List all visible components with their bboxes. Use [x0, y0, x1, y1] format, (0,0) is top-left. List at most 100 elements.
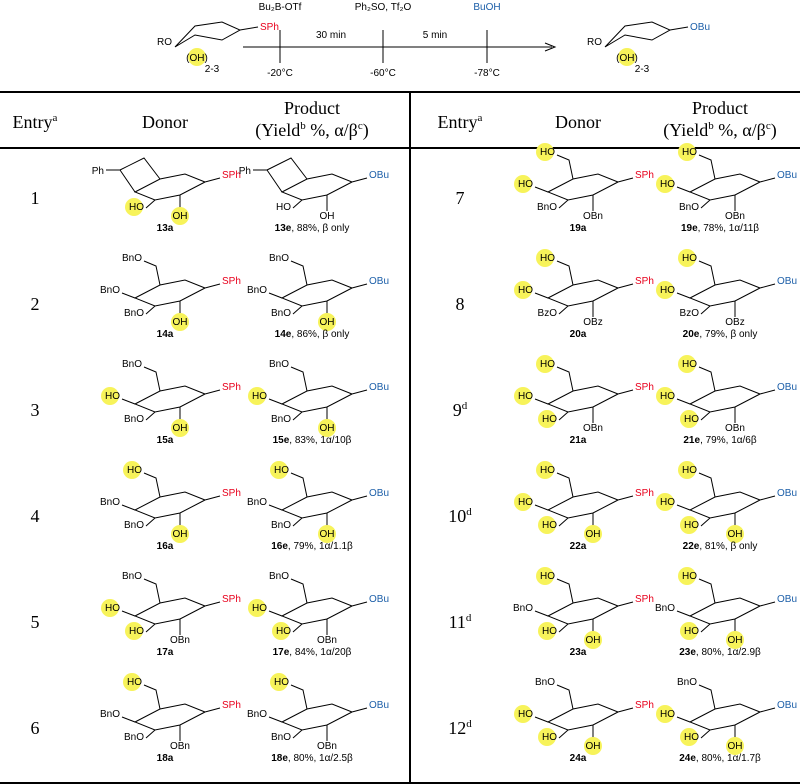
bond: [556, 578, 574, 604]
ring: [546, 703, 619, 731]
bond: [204, 495, 221, 501]
substituent: BnO: [247, 285, 267, 296]
entry: 4: [31, 506, 40, 526]
highlight: [125, 622, 143, 640]
header-donor: Donor: [142, 112, 188, 132]
substituent: OH: [173, 211, 188, 222]
bond: [676, 504, 691, 511]
substituent: HO: [684, 732, 699, 743]
substituent: OBu: [777, 488, 797, 499]
compound-label: 14e, 86%, β only: [275, 329, 350, 340]
highlight: [514, 387, 532, 405]
substituent: HO: [276, 202, 291, 213]
substituent: SPh: [635, 488, 654, 499]
substituent: HO: [540, 253, 555, 264]
bond: [617, 495, 634, 501]
bond: [698, 472, 716, 498]
label: 2-3: [205, 64, 220, 75]
substituent: BnO: [535, 677, 555, 688]
highlight: [270, 673, 288, 691]
ring: [280, 279, 353, 307]
substituent: OBn: [170, 741, 190, 752]
entry: 5: [31, 612, 40, 632]
yield: , 84%, 1α/20β: [289, 647, 351, 658]
temperature: -20°C: [267, 68, 293, 79]
entry-number: 9: [453, 400, 462, 420]
entry-number: 1: [31, 188, 40, 208]
highlight: [171, 207, 189, 225]
substituent: BnO: [271, 308, 291, 319]
bond: [292, 305, 303, 315]
structure: BnO BnO BnO OH SPh 14a: [100, 253, 241, 340]
entry-sup: d: [466, 718, 472, 730]
substituent: HO: [682, 147, 697, 158]
substituent: HO: [518, 285, 533, 296]
substituent: OH: [728, 635, 743, 646]
highlight: [536, 249, 554, 267]
bond: [121, 716, 136, 723]
substituent: OBu: [369, 382, 389, 393]
header-text: %, α/β: [714, 120, 766, 140]
entry-number: 11: [449, 612, 466, 632]
acetal-ring: [119, 157, 161, 193]
highlight: [656, 387, 674, 405]
bond: [145, 517, 156, 527]
bond: [534, 504, 549, 511]
structure: BnO HO HO OH OBu 24e, 80%, 1α/1.7β: [656, 677, 797, 764]
ring: [546, 279, 619, 307]
substituent: BnO: [677, 677, 697, 688]
bond: [204, 283, 221, 289]
compound-label: 21e, 79%, 1α/6β: [683, 435, 756, 446]
entry: 12d: [448, 718, 472, 738]
bond: [617, 283, 634, 289]
entry: 6: [31, 718, 40, 738]
bond: [204, 177, 221, 183]
substituent: HO: [540, 359, 555, 370]
entry-number: 6: [31, 718, 40, 738]
bond: [558, 517, 569, 527]
substituent: HO: [542, 732, 557, 743]
compound-label: 19e, 78%, 1α/11β: [681, 223, 759, 234]
substituent: HO: [129, 626, 144, 637]
bond: [292, 729, 303, 739]
substituent: BnO: [269, 253, 289, 264]
substituent: HO: [684, 626, 699, 637]
ring: [133, 173, 206, 201]
substituent: OH: [320, 529, 335, 540]
structure: HO HO HO OBn OBu 21e, 79%, 1α/6β: [656, 355, 797, 446]
highlight: [171, 313, 189, 331]
entry-number: 7: [456, 188, 465, 208]
ring: [604, 21, 672, 48]
substituent: HO: [276, 626, 291, 637]
structure: HO HO HO OH OBu 22e, 81%, β only: [656, 461, 797, 552]
bond: [700, 623, 711, 633]
ring: [546, 597, 619, 625]
highlight: [123, 673, 141, 691]
substituent: OBu: [369, 488, 389, 499]
bond: [669, 26, 689, 31]
compound-label: 15e, 83%, 1α/10β: [273, 435, 352, 446]
substituent: BnO: [513, 603, 533, 614]
compound-id: 13a: [157, 223, 174, 234]
structure: BnO HO BnO OH OBu 15e, 83%, 1α/10β: [248, 359, 389, 446]
bond: [145, 411, 156, 421]
bond: [290, 684, 308, 710]
substituent: OBu: [369, 700, 389, 711]
structure: HO HO BnO OBn SPh 19a: [514, 143, 654, 234]
substituent: BnO: [271, 732, 291, 743]
bond: [121, 398, 136, 405]
bond: [290, 472, 308, 498]
highlight: [538, 410, 556, 428]
bond: [268, 292, 283, 299]
substituent: OH: [320, 211, 335, 222]
substituent: SPh: [222, 488, 241, 499]
substituent: OH: [586, 529, 601, 540]
ring: [133, 597, 206, 625]
highlight: [680, 410, 698, 428]
substituent: HO: [127, 465, 142, 476]
substituent: SPh: [635, 594, 654, 605]
substituent: OH: [173, 529, 188, 540]
highlight: [171, 419, 189, 437]
highlight: [678, 355, 696, 373]
bond: [268, 504, 283, 511]
